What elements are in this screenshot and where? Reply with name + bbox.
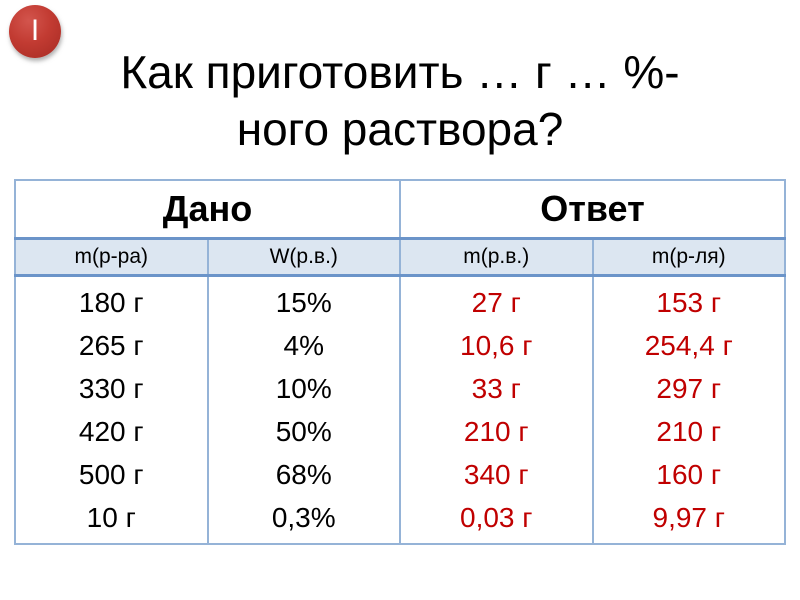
slide-title: Как приготовить … г … %- ного раствора? <box>0 44 800 158</box>
group-header-answer: Ответ <box>399 179 786 240</box>
cell-value: 27 г <box>471 287 521 318</box>
slide-number-label: I <box>30 13 40 47</box>
column-m-solvent-values: 153 г 254,4 г 297 г 210 г 160 г 9,97 г <box>591 274 786 545</box>
slide-title-line-1: Как приготовить … г … %- <box>120 46 680 98</box>
cell-value: 210 г <box>656 416 722 447</box>
cell-value: 340 г <box>463 459 529 490</box>
cell-value: 15% <box>275 287 332 318</box>
cell-value: 330 г <box>78 373 144 404</box>
column-header-m-solution: m(р-ра) <box>14 237 209 277</box>
cell-value: 265 г <box>78 330 144 361</box>
cell-value: 50% <box>275 416 332 447</box>
column-m-solute-values: 27 г 10,6 г 33 г 210 г 340 г 0,03 г <box>399 274 594 545</box>
cell-value: 420 г <box>78 416 144 447</box>
cell-value: 210 г <box>463 416 529 447</box>
cell-value: 33 г <box>471 373 521 404</box>
column-header-w-solute: W(р.в.) <box>206 237 401 277</box>
cell-value: 160 г <box>656 459 722 490</box>
solutions-table: Дано Ответ m(р-ра) W(р.в.) m(р.в.) m(р-л… <box>14 179 786 545</box>
slide-number-badge: I <box>9 5 61 58</box>
table-group-header-row: Дано Ответ <box>14 179 786 240</box>
cell-value: 10% <box>275 373 332 404</box>
cell-value: 153 г <box>656 287 722 318</box>
cell-value: 0,3% <box>271 502 336 533</box>
cell-value: 297 г <box>656 373 722 404</box>
cell-value: 180 г <box>78 287 144 318</box>
table-subheader-row: m(р-ра) W(р.в.) m(р.в.) m(р-ля) <box>14 237 786 277</box>
cell-value: 4% <box>283 330 324 361</box>
table-data-row: 180 г 265 г 330 г 420 г 500 г 10 г 15% 4… <box>14 274 786 545</box>
cell-value: 68% <box>275 459 332 490</box>
column-m-solution-values: 180 г 265 г 330 г 420 г 500 г 10 г <box>14 274 209 545</box>
cell-value: 10 г <box>86 502 136 533</box>
slide-title-line-2: ного раствора? <box>236 103 564 155</box>
column-header-m-solute: m(р.в.) <box>399 237 594 277</box>
column-w-solute-values: 15% 4% 10% 50% 68% 0,3% <box>206 274 401 545</box>
group-header-given: Дано <box>14 179 401 240</box>
cell-value: 10,6 г <box>460 330 533 361</box>
cell-value: 500 г <box>78 459 144 490</box>
column-header-m-solvent: m(р-ля) <box>591 237 786 277</box>
cell-value: 254,4 г <box>644 330 733 361</box>
cell-value: 9,97 г <box>652 502 726 533</box>
cell-value: 0,03 г <box>460 502 533 533</box>
